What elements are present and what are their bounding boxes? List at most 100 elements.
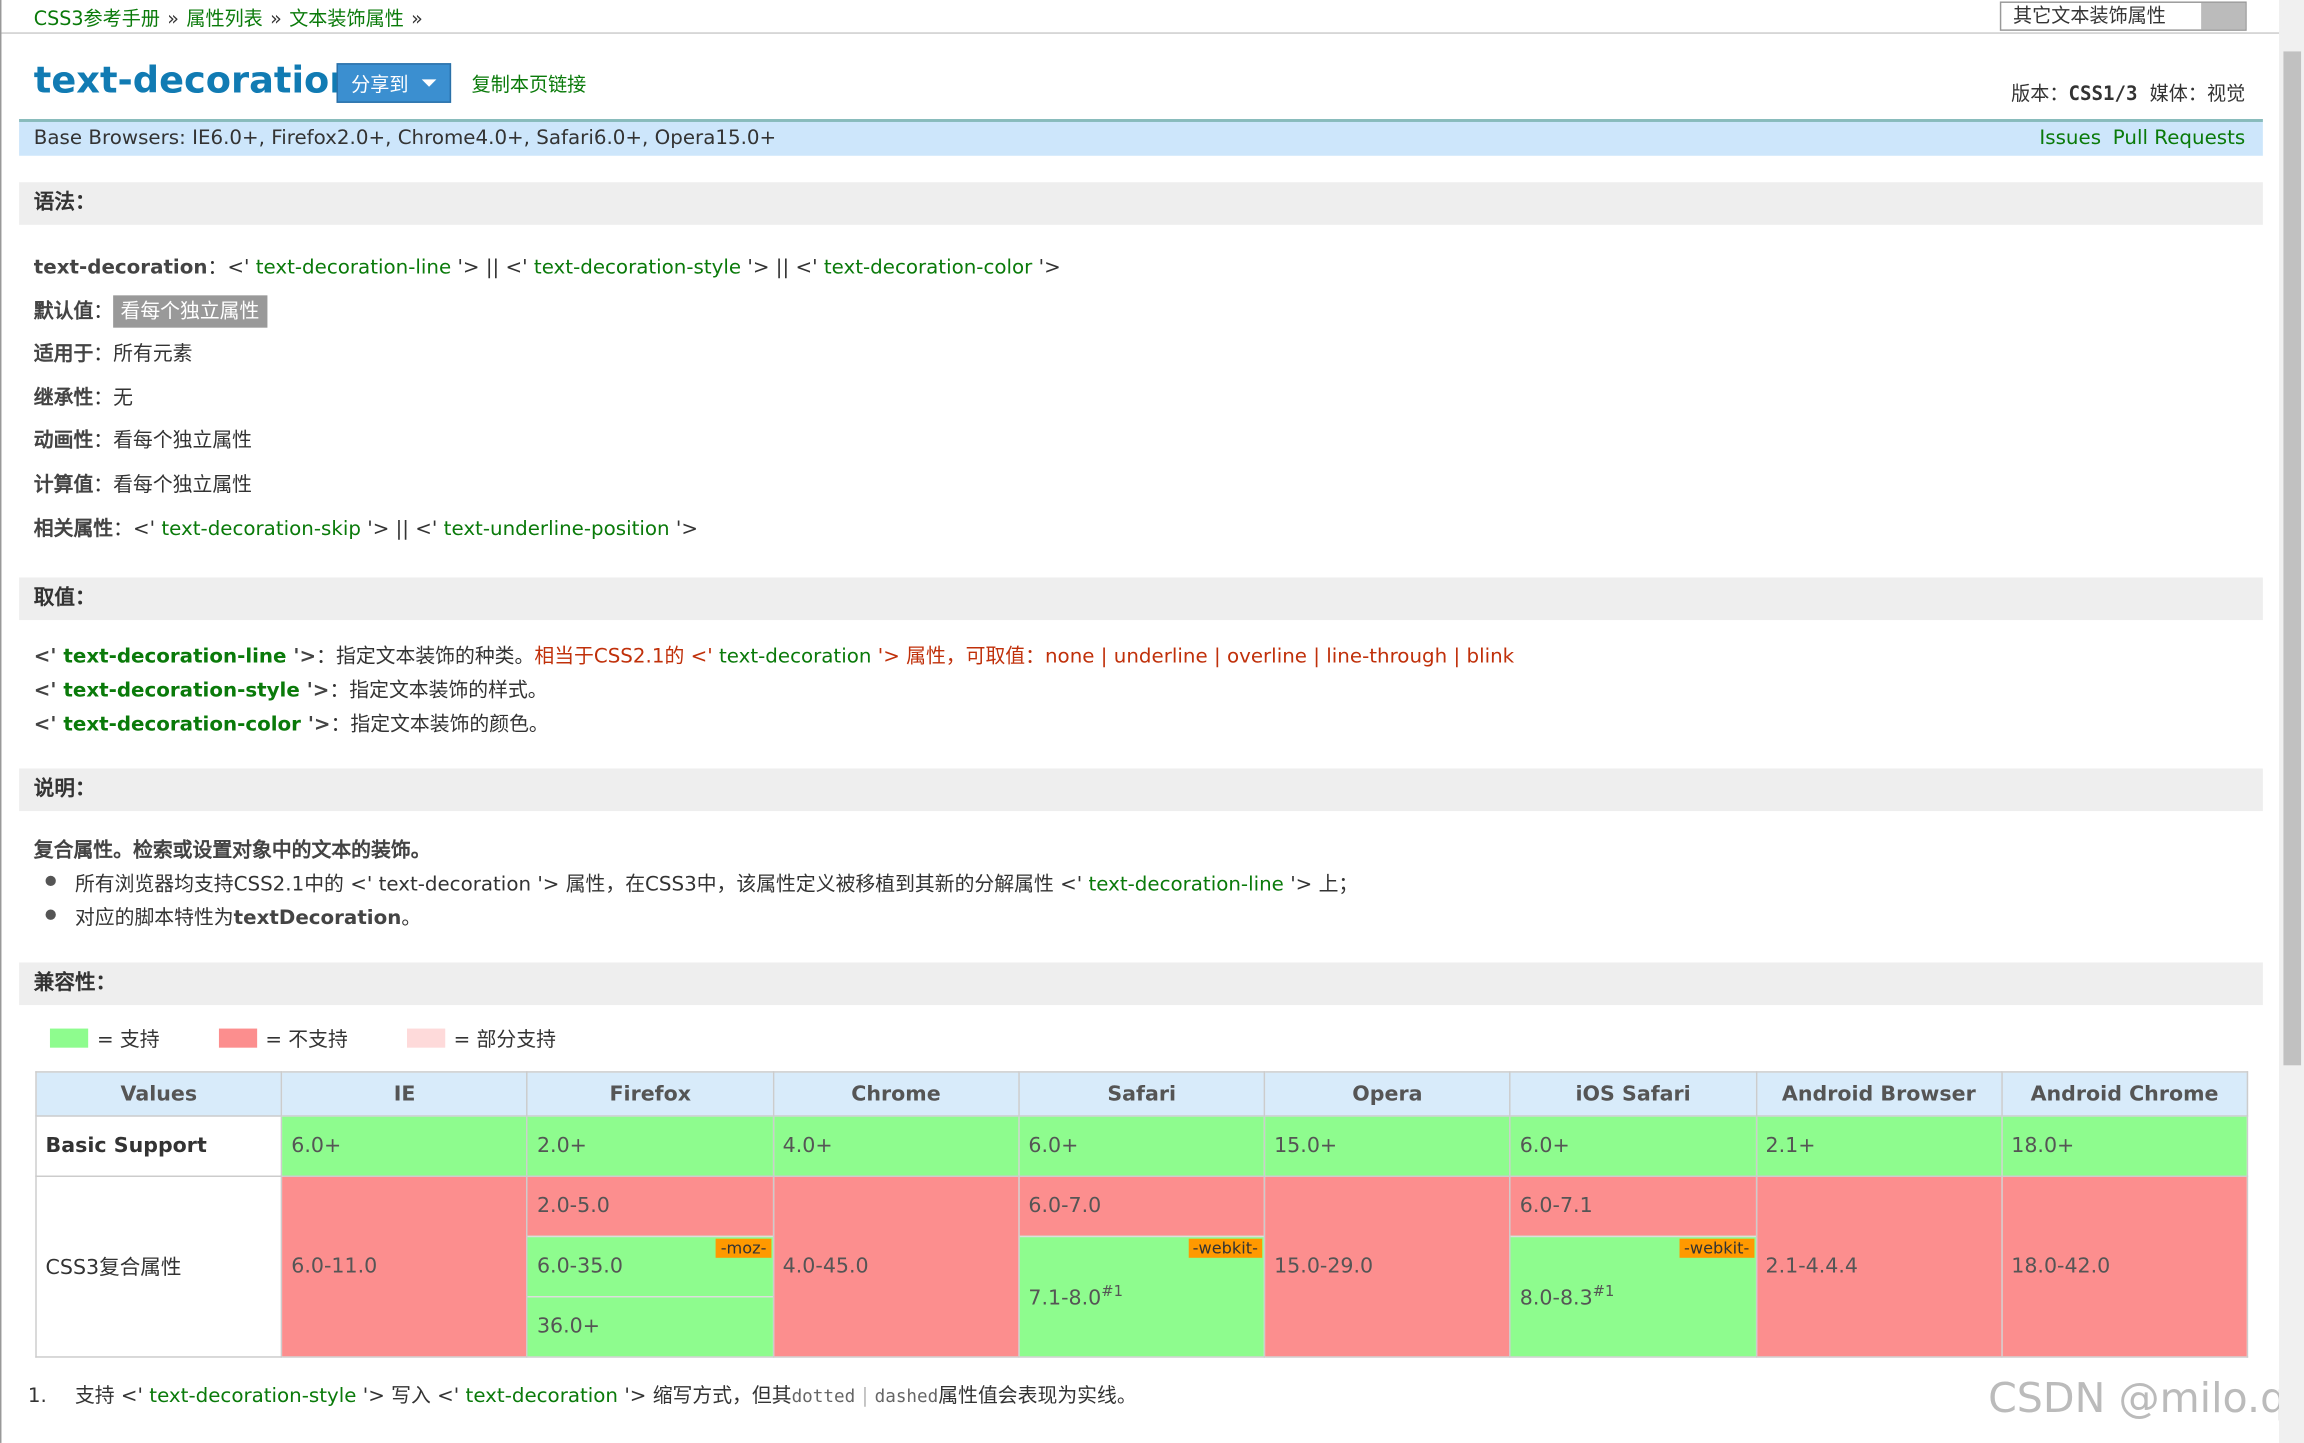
value-line: <' text-decoration-line '>：指定文本装饰的种类。相当于…	[34, 639, 1514, 669]
text-segment: text-decoration	[465, 1384, 619, 1408]
text-segment: ：指定文本装饰的样式。	[329, 678, 548, 703]
text-segment: <'	[33, 678, 64, 703]
row-name: Basic Support	[35, 1115, 283, 1177]
row-name: CSS3复合属性	[35, 1175, 283, 1358]
text-segment: text-decoration-skip	[161, 516, 361, 541]
range-text: 6.0-7.0	[1028, 1194, 1102, 1219]
range-text: 4.0-45.0	[782, 1254, 869, 1279]
support-cell: 6.0-7.1 8.0-8.3#1 -webkit-	[1509, 1175, 1757, 1358]
support-cell: 6.0-11.0	[280, 1175, 529, 1358]
support-range: 6.0+	[1510, 1116, 1756, 1176]
range-text: 36.0+	[536, 1315, 601, 1339]
divider	[1, 32, 2280, 34]
text-segment: ：	[93, 299, 114, 323]
syntax-line: 计算值：看每个独立属性	[34, 467, 253, 497]
text-segment: ：看每个独立属性	[93, 473, 253, 497]
browsers-bar: Base Browsers: IE6.0+, Firefox2.0+, Chro…	[19, 119, 2263, 156]
range-text: 18.0+	[2011, 1134, 2075, 1158]
value-line: <' text-decoration-color '>：指定文本装饰的颜色。	[33, 707, 549, 737]
footnote: 1. 支持 <' text-decoration-style '> 写入 <' t…	[28, 1378, 1137, 1408]
text-segment: |	[855, 1384, 875, 1408]
support-cell: 15.0+	[1263, 1115, 1511, 1177]
repo-link[interactable]: Pull Requests	[2112, 126, 2246, 150]
text-segment: ：看每个独立属性	[93, 429, 253, 454]
text-segment: 动画性	[33, 429, 94, 454]
breadcrumb-separator: »	[167, 8, 180, 31]
media-label: 媒体：	[2149, 83, 2207, 106]
support-range: 2.0+	[528, 1116, 773, 1176]
support-range: 2.1-4.4.4	[1756, 1176, 2001, 1357]
vendor-prefix: -webkit-	[1188, 1239, 1263, 1259]
scrollbar[interactable]	[2279, 0, 2304, 1443]
version-label: 版本：	[2011, 83, 2069, 106]
related-select[interactable]: 其它文本装饰属性	[1999, 1, 2247, 31]
text-segment: '> 缩写方式，但其	[618, 1384, 792, 1408]
range-text: 7.1-8.0#1	[1028, 1283, 1123, 1310]
column-header: Values	[35, 1071, 283, 1117]
syntax-line: 默认值： 看每个独立属性	[34, 293, 267, 328]
legend-item: = 不支持	[218, 1023, 377, 1052]
legend-label: = 支持	[96, 1028, 160, 1053]
support-stack: 6.0-11.0	[282, 1176, 527, 1357]
text-segment: text-decoration	[33, 255, 208, 280]
repo-link[interactable]: Issues	[2039, 126, 2102, 150]
copy-link[interactable]: 复制本页链接	[471, 74, 587, 97]
text-segment: text-decoration-style	[63, 678, 300, 703]
breadcrumb-link[interactable]: 属性列表	[186, 8, 263, 31]
bullet: 对应的脚本特性为textDecoration。	[45, 901, 421, 931]
support-range: 4.0+	[773, 1116, 1019, 1176]
scroll-thumb[interactable]	[2283, 51, 2302, 1066]
page-title: text-decoration	[33, 58, 356, 102]
text-segment: 对应的脚本特性为	[74, 906, 234, 931]
text-segment: textDecoration	[233, 906, 402, 931]
text-segment: dashed	[874, 1385, 939, 1407]
support-cell: 15.0-29.0	[1263, 1175, 1511, 1358]
support-stack: 15.0+	[1265, 1116, 1510, 1176]
range-text: 4.0+	[782, 1134, 833, 1158]
support-range: 36.0+	[528, 1296, 773, 1357]
range-text: 6.0+	[1028, 1134, 1079, 1158]
text-segment: <'	[33, 712, 64, 737]
compat-table: Values IE Firefox Chrome Safari Opera iOS Safa…	[35, 1071, 2249, 1358]
support-range: 6.0-11.0	[282, 1176, 527, 1357]
range-text: 6.0+	[291, 1134, 342, 1158]
range-text: 6.0-35.0	[536, 1254, 623, 1279]
footnote-ref: #1	[1101, 1283, 1123, 1301]
support-stack: 4.0-45.0	[773, 1176, 1019, 1357]
section-heading: 语法：	[19, 182, 2263, 225]
column-header: Android Chrome	[2000, 1071, 2249, 1117]
support-range: 6.0-7.1	[1510, 1176, 1756, 1237]
text-segment: '>	[1032, 255, 1061, 280]
range-text: 2.0+	[536, 1134, 587, 1158]
support-cell: 6.0+	[280, 1115, 529, 1177]
column-header: Safari	[1018, 1071, 1266, 1117]
support-stack: 6.0+	[282, 1116, 527, 1176]
support-range: 6.0-7.0	[1019, 1176, 1264, 1237]
support-range: 2.0-5.0	[528, 1176, 773, 1236]
share-button[interactable]: 分享到	[336, 63, 452, 103]
range-text: 15.0-29.0	[1274, 1254, 1374, 1279]
text-segment: ：无	[93, 386, 133, 410]
text-segment: text-decoration-line	[1088, 872, 1284, 897]
support-cell: 18.0+	[2000, 1115, 2249, 1177]
breadcrumb-link[interactable]: CSS3参考手册	[33, 8, 160, 31]
column-header: iOS Safari	[1509, 1071, 1757, 1117]
text-segment: text-decoration-style	[533, 255, 742, 280]
breadcrumb-link[interactable]: 文本装饰属性	[289, 8, 404, 31]
support-cell: 6.0+	[1509, 1115, 1757, 1177]
browsers-text: Base Browsers: IE6.0+, Firefox2.0+, Chro…	[33, 126, 777, 150]
header-row: Values IE Firefox Chrome Safari Opera iOS Safa…	[35, 1071, 2249, 1117]
text-segment: 看每个独立属性	[113, 294, 267, 328]
support-stack: 18.0+	[2002, 1116, 2247, 1176]
text-segment: ：<'	[113, 516, 162, 541]
support-cell: 2.1+	[1755, 1115, 2003, 1177]
range-text: 2.0-5.0	[536, 1194, 610, 1219]
column-header: Android Browser	[1755, 1071, 2003, 1117]
text-segment: ：指定文本装饰的种类。	[316, 645, 535, 669]
range-text: 6.0+	[1519, 1134, 1570, 1158]
support-stack: 2.1-4.4.4	[1756, 1176, 2001, 1357]
range-text: 2.1+	[1765, 1134, 1816, 1158]
text-segment: text-decoration-style	[149, 1384, 357, 1408]
text-segment: '>	[286, 645, 317, 669]
footnotes: 1. 支持 <' text-decoration-style '> 写入 <' t…	[28, 1378, 1137, 1408]
